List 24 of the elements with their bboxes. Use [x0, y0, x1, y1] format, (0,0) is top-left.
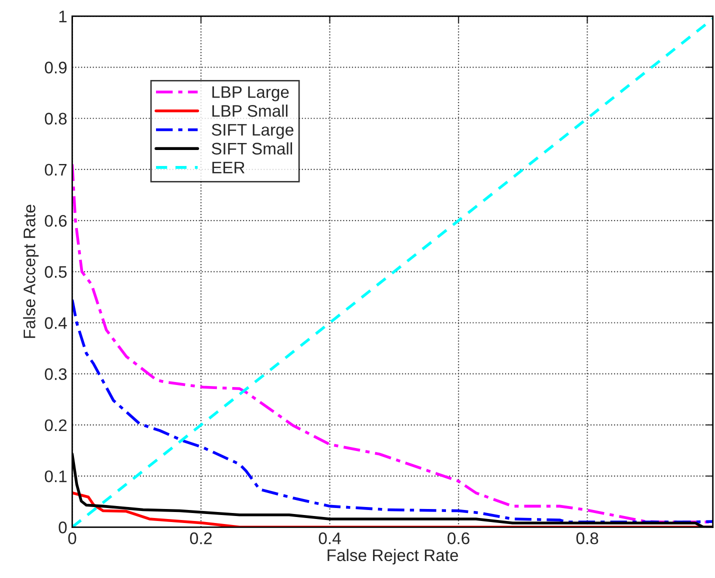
y-tick-label: 0.1: [44, 470, 67, 482]
line-series: [72, 298, 713, 524]
legend-label: LBP Large: [212, 86, 289, 102]
y-tick-label: 0.3: [44, 368, 67, 380]
y-tick-label: 0: [58, 522, 67, 534]
x-tick-label: 0: [68, 532, 76, 544]
x-axis-title: False Reject Rate: [328, 548, 458, 564]
y-tick-label: 0.9: [44, 62, 67, 74]
y-axis-title: False Accept Rate: [23, 204, 39, 338]
legend-label: LBP Small: [212, 104, 288, 117]
y-tick-label: 0.8: [44, 112, 67, 125]
x-tick-label: 0.6: [448, 532, 470, 544]
legend-label: EER: [212, 162, 245, 174]
y-tick-label: 1: [59, 10, 67, 22]
legend-label: SIFT Large: [212, 124, 294, 139]
y-tick-label: 0.4: [44, 317, 67, 329]
y-tick-label: 0.5: [44, 266, 67, 278]
x-tick-label: 0.2: [190, 532, 212, 544]
x-tick-label: 0.4: [318, 532, 341, 544]
legend-label: SIFT Small: [212, 142, 292, 155]
y-tick-label: 0.7: [44, 164, 67, 176]
y-tick-label: 0.6: [44, 214, 67, 227]
x-tick-label: 0.8: [576, 532, 598, 544]
y-tick-label: 0.2: [44, 419, 67, 432]
